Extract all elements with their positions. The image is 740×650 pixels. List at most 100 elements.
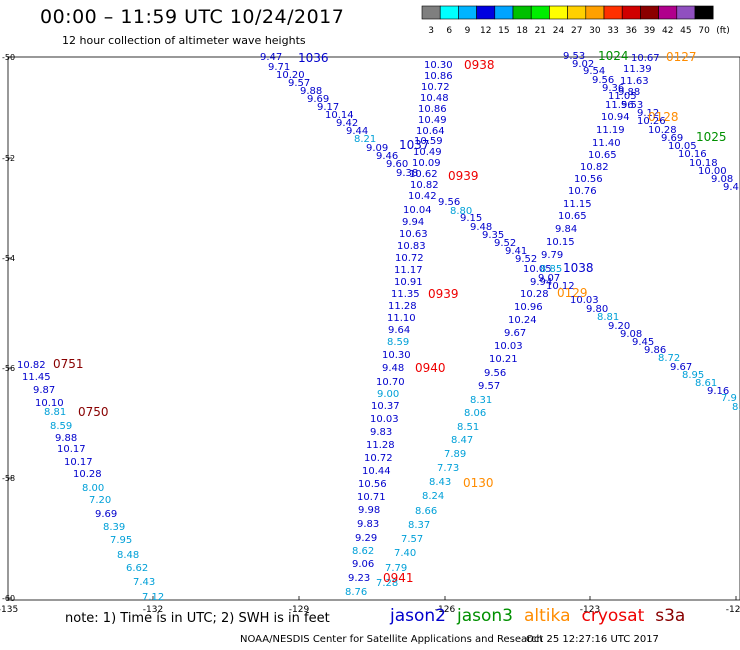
colorbar-swatch (476, 5, 496, 20)
colorbar-tick-label: 70 (698, 26, 710, 36)
swh-value: 7.28 (376, 578, 398, 589)
generated-timestamp: Oct 25 12:27:16 UTC 2017 (526, 634, 659, 645)
swh-value: 10.42 (408, 191, 437, 202)
y-tick-label: -50 (2, 53, 15, 62)
swh-value: 10.86 (418, 104, 447, 115)
swh-value: 9.48 (382, 363, 404, 374)
swh-value: 9.84 (555, 224, 577, 235)
colorbar-swatch (439, 5, 459, 20)
swh-labels: 9.47 10369.7110.209.579.889.699.1710.149.… (17, 49, 740, 603)
swh-value: 10.48 (420, 93, 449, 104)
swh-value: 10.64 (416, 126, 445, 137)
swh-value: 10.82 (580, 162, 609, 173)
swh-value: 10.28 (648, 125, 677, 136)
swh-value: 11.17 (394, 265, 423, 276)
pass-time-label: 0938 (464, 58, 495, 72)
swh-value: 8.24 (422, 491, 444, 502)
colorbar-swatch (458, 5, 477, 20)
swh-value: 9.08 (711, 174, 733, 185)
colorbar-tick-label: 36 (626, 26, 638, 36)
swh-value: 10.05 (523, 264, 552, 275)
swh-value: 11.39 (623, 64, 652, 75)
swh-value: 9.71 (268, 62, 290, 73)
swh-value: 9.88 (55, 433, 77, 444)
swh-value: 10.12 (546, 281, 575, 292)
swh-value: 10.30 (424, 60, 453, 71)
swh-value: 9.06 (352, 559, 374, 570)
swh-value: 10.28 (73, 469, 102, 480)
y-tick-label: -60 (2, 594, 15, 603)
colorbar-tick-label: 45 (680, 26, 691, 36)
swh-value: 9.67 (504, 328, 526, 339)
swh-value: 9.35 (482, 230, 504, 241)
swh-value: 10.76 (568, 186, 597, 197)
swh-value: 9.98 (358, 505, 380, 516)
swh-value: 10.05 (668, 141, 697, 152)
swh-value: 11.10 (387, 313, 416, 324)
swh-value: 8.51 (457, 422, 479, 433)
swh-value: 9.56 (484, 368, 506, 379)
swh-value: 9.88 (300, 86, 322, 97)
swh-value: 8.48 (117, 550, 139, 561)
colorbar-swatch (640, 5, 659, 20)
swh-value: 10.20 (276, 70, 305, 81)
swh-value: 8.66 (415, 506, 437, 517)
swh-value: 7.43 (133, 577, 155, 588)
swh-value: 9.42 (336, 118, 358, 129)
swh-value: 11.35 (391, 289, 420, 300)
pass-time-label: 0750 (78, 405, 109, 419)
swh-value: 10.30 (382, 350, 411, 361)
swh-value: 9.44 (346, 126, 368, 137)
swh-value: 11.05 (608, 91, 637, 102)
credit-text: NOAA/NESDIS Center for Satellite Applica… (240, 634, 543, 645)
legend-s3a: s3a (655, 606, 686, 626)
swh-value: 10.15 (546, 237, 575, 248)
swh-value: 9.00 (377, 389, 399, 400)
swh-value: 8.31 (470, 395, 492, 406)
colorbar-swatch (676, 5, 696, 20)
swh-value: 9.23 (348, 573, 370, 584)
x-tick-label: -124 (726, 605, 740, 615)
swh-value: 10.09 (412, 158, 441, 169)
swh-value: 9.09 (366, 143, 388, 154)
swh-value: 10.37 (371, 401, 400, 412)
swh-value: 7.20 (89, 495, 111, 506)
swh-value: 9.46 (376, 151, 398, 162)
swh-value: 11.19 (596, 125, 625, 136)
swh-value: 10.65 (558, 211, 587, 222)
swh-value: 8.80 (450, 206, 472, 217)
swh-value: 9.87 (33, 385, 55, 396)
swh-value: 7.12 (142, 592, 164, 603)
pass-time-label: 1037 (399, 138, 430, 152)
swh-value: 10.63 (399, 229, 428, 240)
swh-value: 11.40 (592, 138, 621, 149)
colorbar-tick-label: 15 (498, 26, 509, 36)
swh-value: 10.56 (358, 479, 387, 490)
map-frame (7, 56, 740, 601)
swh-value: 9.20 (608, 321, 630, 332)
swh-value: 7.79 (385, 563, 407, 574)
swh-value: 10.04 (403, 205, 432, 216)
swh-value: 10.65 (588, 150, 617, 161)
colorbar-swatch (530, 5, 550, 20)
swh-value: 9.52 (494, 238, 516, 249)
colorbar-swatch (621, 5, 641, 20)
swh-value: 10.17 (57, 444, 86, 455)
swh-value: 9.83 (370, 427, 392, 438)
swh-value: 10.16 (678, 149, 707, 160)
swh-value: 9.12 (637, 108, 659, 119)
swh-value: 6.62 (126, 563, 148, 574)
swh-value: 10.91 (394, 277, 423, 288)
page-title: 00:00 – 11:59 UTC 10/24/2017 (40, 6, 345, 28)
swh-value: 10.21 (489, 354, 518, 365)
colorbar-swatch (603, 5, 623, 20)
swh-value: 9.67 (670, 362, 692, 373)
swh-value: 8.81 (44, 407, 66, 418)
colorbar-swatch (494, 5, 514, 20)
colorbar-tick-label: 33 (607, 26, 618, 36)
y-tick-label: -58 (2, 474, 15, 483)
swh-value: 10.70 (376, 377, 405, 388)
swh-value: 10.56 (574, 174, 603, 185)
swh-value: 9.56 (592, 75, 614, 86)
swh-value: 9.94 (530, 277, 552, 288)
